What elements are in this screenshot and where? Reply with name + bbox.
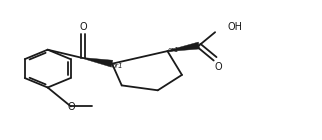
- Text: O: O: [67, 102, 75, 112]
- Polygon shape: [167, 42, 200, 52]
- Text: OH: OH: [228, 22, 242, 32]
- Polygon shape: [83, 58, 113, 67]
- Text: or1: or1: [112, 63, 124, 69]
- Text: or1: or1: [167, 47, 179, 53]
- Text: O: O: [214, 61, 222, 72]
- Text: O: O: [79, 22, 87, 32]
